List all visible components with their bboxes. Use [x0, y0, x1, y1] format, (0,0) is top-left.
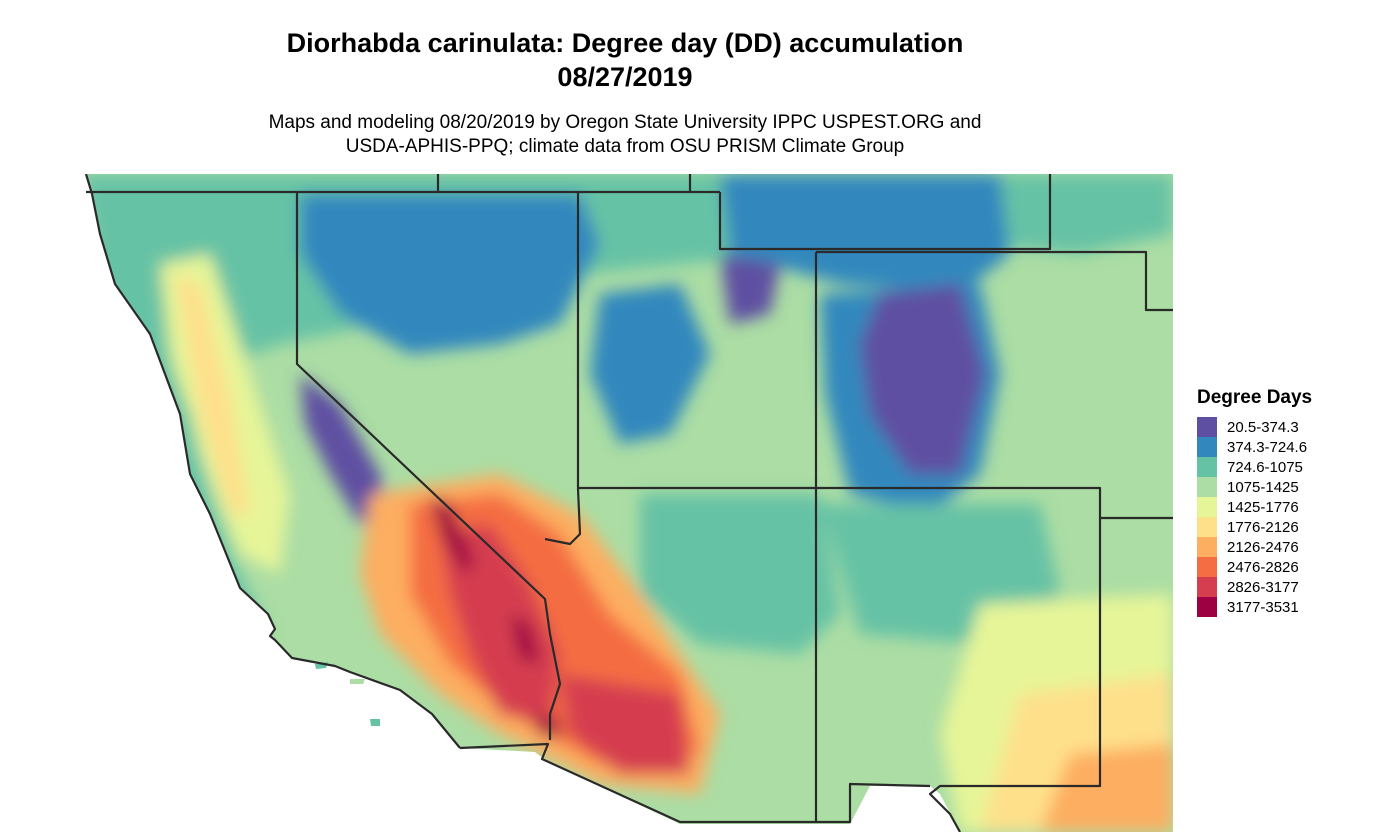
- legend-item: 374.3-724.6: [1197, 437, 1397, 457]
- legend-label: 1425-1776: [1227, 498, 1299, 516]
- legend-swatch: [1197, 577, 1217, 597]
- credits-line-2: USDA-APHIS-PPQ; climate data from OSU PR…: [345, 136, 905, 157]
- degree-day-map: [84, 174, 1173, 832]
- legend-swatch: [1197, 477, 1217, 497]
- legend-item: 724.6-1075: [1197, 457, 1397, 477]
- legend-item: 2476-2826: [1197, 557, 1397, 577]
- legend-rows: 20.5-374.3 374.3-724.6 724.6-1075 1075-1425…: [1197, 417, 1397, 617]
- legend-label: 2826-3177: [1227, 578, 1299, 596]
- legend-swatch: [1197, 517, 1217, 537]
- legend-item: 1425-1776: [1197, 497, 1397, 517]
- legend-label: 1075-1425: [1227, 478, 1299, 496]
- legend-label: 2126-2476: [1227, 538, 1299, 556]
- map-date: 08/27/2019: [557, 62, 693, 92]
- legend-label: 1776-2126: [1227, 518, 1299, 536]
- legend-item: 20.5-374.3: [1197, 417, 1397, 437]
- legend-item: 1075-1425: [1197, 477, 1397, 497]
- legend-swatch: [1197, 417, 1217, 437]
- legend-item: 2126-2476: [1197, 537, 1397, 557]
- legend-swatch: [1197, 437, 1217, 457]
- map-title: Diorhabda carinulata: Degree day (DD) ac…: [286, 28, 964, 58]
- legend-swatch: [1197, 497, 1217, 517]
- legend: Degree Days 20.5-374.3 374.3-724.6 724.6-1…: [1197, 386, 1397, 617]
- degree-day-raster: [86, 174, 1173, 832]
- legend-label: 374.3-724.6: [1227, 438, 1308, 456]
- legend-label: 2476-2826: [1227, 558, 1299, 576]
- legend-label: 724.6-1075: [1227, 458, 1303, 476]
- legend-swatch: [1197, 597, 1217, 617]
- legend-swatch: [1197, 537, 1217, 557]
- legend-swatch: [1197, 557, 1217, 577]
- legend-label: 3177-3531: [1227, 598, 1299, 616]
- legend-swatch: [1197, 457, 1217, 477]
- credits-line-1: Maps and modeling 08/20/2019 by Oregon S…: [268, 112, 982, 133]
- legend-title: Degree Days: [1197, 387, 1313, 408]
- state-borders: [84, 174, 1173, 832]
- legend-item: 2826-3177: [1197, 577, 1397, 597]
- legend-label: 20.5-374.3: [1227, 418, 1299, 436]
- legend-item: 1776-2126: [1197, 517, 1397, 537]
- legend-item: 3177-3531: [1197, 597, 1397, 617]
